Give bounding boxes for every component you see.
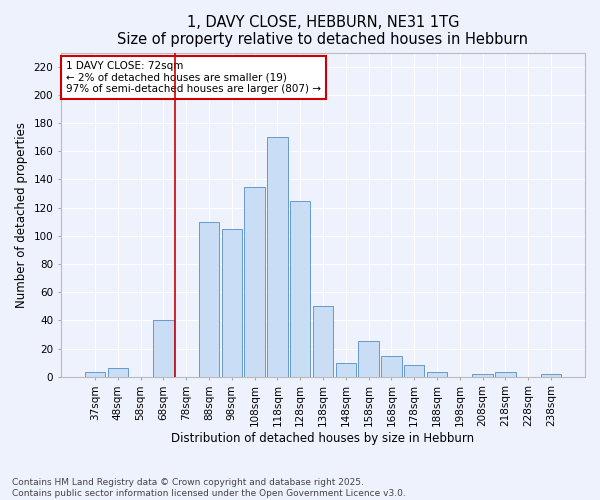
Text: 1 DAVY CLOSE: 72sqm
← 2% of detached houses are smaller (19)
97% of semi-detache: 1 DAVY CLOSE: 72sqm ← 2% of detached hou… (66, 61, 321, 94)
Bar (541, 374, 561, 376)
Bar (427, 372, 447, 376)
Bar (290, 200, 310, 376)
X-axis label: Distribution of detached houses by size in Hebburn: Distribution of detached houses by size … (172, 432, 475, 445)
Text: Contains HM Land Registry data © Crown copyright and database right 2025.
Contai: Contains HM Land Registry data © Crown c… (12, 478, 406, 498)
Bar (495, 372, 515, 376)
Bar (472, 374, 493, 376)
Bar (358, 342, 379, 376)
Bar (244, 186, 265, 376)
Bar (199, 222, 219, 376)
Y-axis label: Number of detached properties: Number of detached properties (15, 122, 28, 308)
Bar (313, 306, 333, 376)
Bar (153, 320, 173, 376)
Bar (107, 368, 128, 376)
Bar (404, 366, 424, 376)
Bar (335, 362, 356, 376)
Bar (267, 137, 287, 376)
Bar (221, 229, 242, 376)
Title: 1, DAVY CLOSE, HEBBURN, NE31 1TG
Size of property relative to detached houses in: 1, DAVY CLOSE, HEBBURN, NE31 1TG Size of… (118, 15, 529, 48)
Bar (381, 356, 401, 376)
Bar (85, 372, 105, 376)
